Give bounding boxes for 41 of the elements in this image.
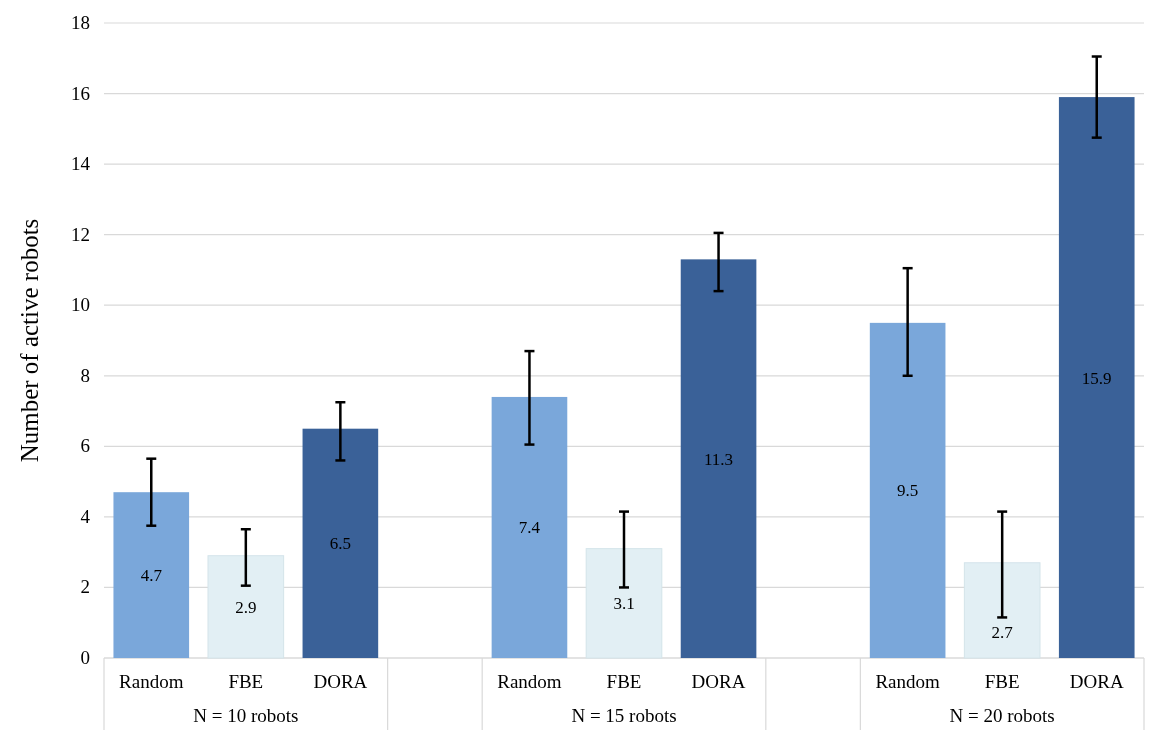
y-tick-label: 2 xyxy=(80,576,90,598)
y-tick-label: 0 xyxy=(80,647,90,668)
text: DORA xyxy=(1069,671,1124,692)
data-label: 2.9 xyxy=(235,597,257,617)
bar xyxy=(680,259,757,658)
bar xyxy=(207,555,285,659)
bar xyxy=(491,396,568,658)
series-label: Random xyxy=(119,671,184,692)
data-label: 4.7 xyxy=(140,566,163,586)
data-label: 11.3 xyxy=(703,449,734,469)
y-tick-label: 16 xyxy=(71,82,90,104)
y-tick-label: 12 xyxy=(71,223,90,245)
y-tick-label: 18 xyxy=(71,12,90,33)
series-label: DORA xyxy=(313,671,368,692)
data-label: 15.9 xyxy=(1081,368,1112,388)
y-axis-title: Number of active robots xyxy=(16,218,43,463)
series-label: FBE xyxy=(228,671,264,692)
text: DORA xyxy=(691,671,746,692)
bar xyxy=(585,548,663,659)
bar xyxy=(869,322,946,658)
x-tick-label: N = 15 robots xyxy=(571,705,677,726)
data-label: 6.5 xyxy=(329,534,351,554)
y-tick-label: 14 xyxy=(71,153,91,175)
y-tick-label: 10 xyxy=(71,294,90,316)
x-tick-label: N = 10 robots xyxy=(193,705,299,726)
bar xyxy=(302,428,379,658)
text: FBE xyxy=(984,671,1020,692)
y-tick-label: 8 xyxy=(80,364,90,386)
bar xyxy=(1058,97,1135,658)
bar xyxy=(963,562,1041,659)
bar xyxy=(113,492,190,658)
text: Random xyxy=(497,671,562,692)
y-tick-label: 6 xyxy=(80,435,90,457)
x-tick-label: N = 20 robots xyxy=(949,705,1055,726)
text: Random xyxy=(875,671,940,692)
data-label: 2.7 xyxy=(991,623,1014,643)
text: FBE xyxy=(606,671,642,692)
data-label: 9.5 xyxy=(897,481,919,501)
y-tick-label: 4 xyxy=(80,505,91,527)
data-label: 3.1 xyxy=(613,594,635,614)
data-label: 7.4 xyxy=(518,518,541,538)
